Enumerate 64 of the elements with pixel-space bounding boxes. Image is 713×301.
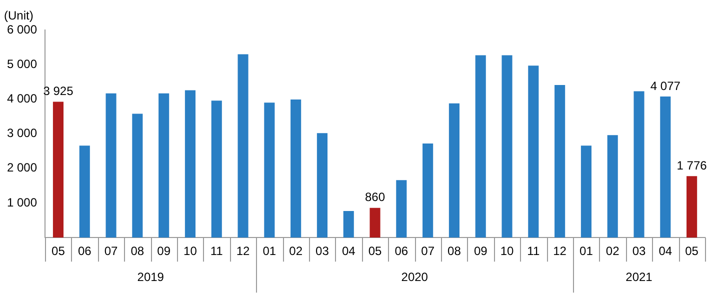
data-label: 4 077	[650, 78, 681, 93]
data-label: 3 925	[43, 84, 74, 98]
bar	[343, 210, 354, 238]
y-tick-label: 2 000	[7, 160, 38, 175]
text: 2020	[401, 270, 428, 284]
data-label: 1 776	[676, 158, 708, 172]
bar	[448, 103, 460, 238]
bar	[290, 100, 302, 238]
bar	[370, 208, 380, 238]
x-tick-label: 05	[368, 244, 382, 258]
y-tick-label: 5 000	[7, 56, 38, 71]
x-tick-label: 12	[553, 244, 567, 258]
y-tick-label: 6 000	[7, 22, 38, 36]
bar	[528, 66, 539, 238]
bar	[79, 146, 90, 238]
y-tick-label: 3 000	[7, 126, 38, 140]
y-axis-title: (Unit)	[4, 8, 34, 22]
bar	[264, 102, 275, 238]
x-tick-label: 05	[685, 244, 699, 258]
bar	[211, 100, 222, 238]
bar	[580, 146, 592, 238]
bar	[634, 91, 644, 238]
bar	[184, 90, 196, 238]
x-tick-label: 12	[236, 244, 250, 258]
x-tick-label: 10	[500, 244, 514, 258]
bar	[158, 93, 170, 238]
text: 2021	[626, 270, 653, 284]
x-tick-label: 04	[342, 244, 356, 258]
x-tick-label: 11	[210, 244, 224, 258]
bar	[132, 114, 143, 238]
x-tick-label: 07	[104, 244, 118, 258]
bar	[475, 55, 486, 238]
x-tick-label: 07	[421, 244, 435, 258]
y-tick-label: 1 000	[7, 195, 38, 210]
x-tick-label: 09	[157, 244, 171, 258]
x-tick-label: 01	[580, 244, 594, 258]
x-tick-label: 06	[394, 244, 408, 258]
data-label: 860	[365, 190, 386, 204]
x-tick-label: 03	[316, 244, 330, 258]
bar	[396, 180, 407, 238]
x-tick-label: 10	[184, 244, 198, 258]
bar	[502, 55, 512, 238]
bar	[52, 102, 64, 238]
bar	[660, 96, 671, 238]
x-tick-label: 03	[632, 244, 646, 258]
x-tick-label: 06	[78, 244, 92, 258]
x-tick-label: 09	[474, 244, 488, 258]
bar	[316, 133, 328, 238]
x-tick-label: 04	[658, 244, 672, 258]
bar	[554, 85, 566, 238]
text: 2019	[137, 270, 164, 284]
bar	[238, 54, 248, 238]
x-tick-label: 08	[130, 244, 144, 258]
x-tick-label: 02	[289, 244, 303, 258]
x-tick-label: 11	[527, 244, 540, 258]
x-tick-label: 08	[448, 244, 462, 258]
bar	[607, 135, 618, 238]
bar	[686, 176, 698, 238]
y-tick-label: 4 000	[7, 92, 38, 106]
bar	[422, 143, 434, 238]
x-tick-label: 02	[606, 244, 620, 258]
x-tick-label: 05	[52, 244, 66, 258]
x-tick-label: 01	[262, 244, 276, 258]
bar	[106, 93, 116, 238]
